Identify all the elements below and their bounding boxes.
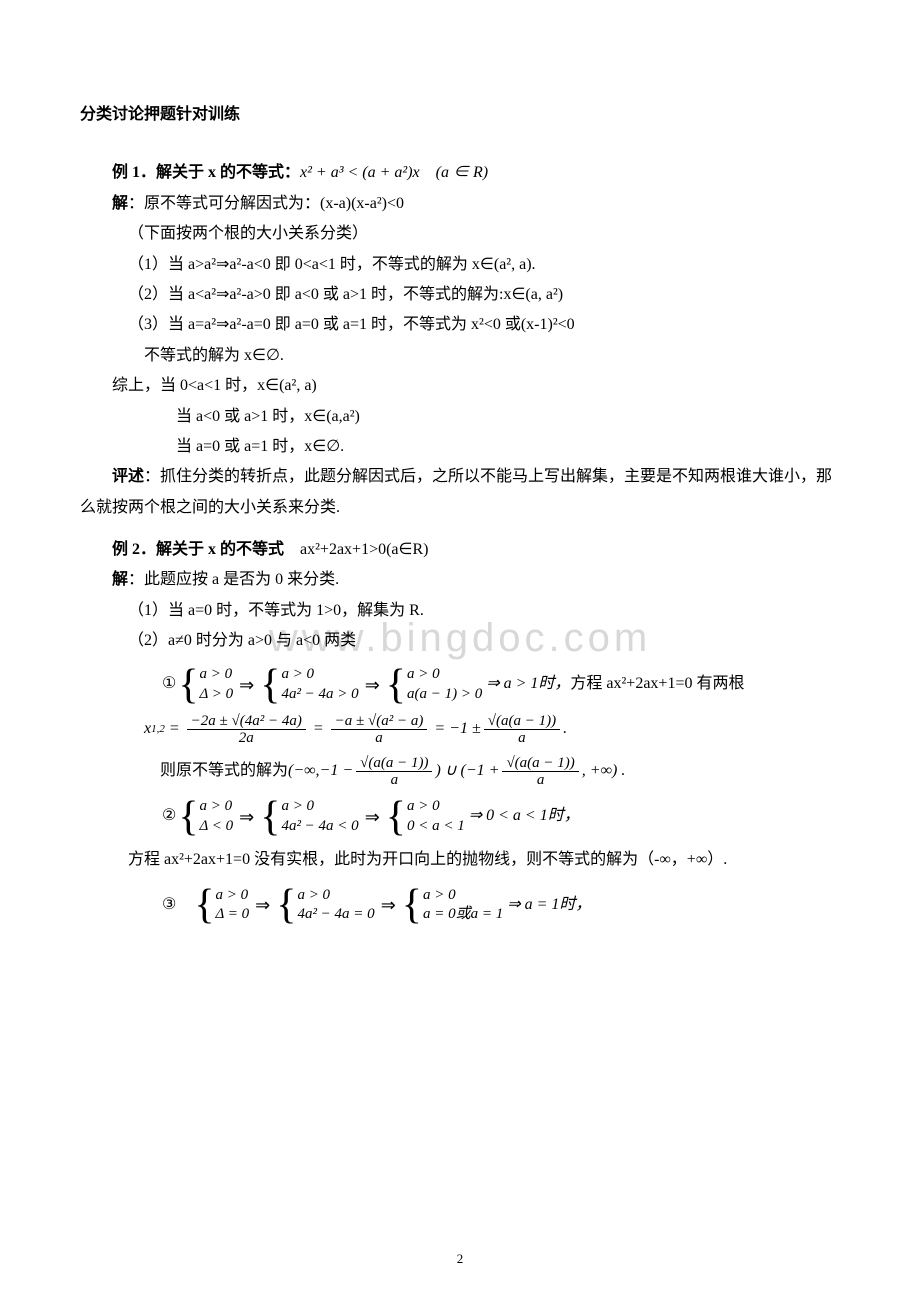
example-2-heading: 例 2．解关于 x 的不等式 ax²+2ax+1>0(a∈R) [80,535,840,565]
ex1-line7: 综上，当 0<a<1 时，x∈(a², a) [80,371,840,401]
example-1-label: 例 1．解关于 x 的不等式： [112,164,300,181]
then-text: 则原不等式的解为 [160,756,288,786]
document-body: 分类讨论押题针对训练 例 1．解关于 x 的不等式：x² + a³ < (a +… [80,100,840,925]
b2c2: 0 < a < 1 [407,817,465,837]
circled-2-icon: ② [162,801,176,831]
b2a1: a > 0 [200,797,234,817]
b1b1: a > 0 [281,665,358,685]
ex2-interval: 则原不等式的解为 (−∞,−1 − √(a(a − 1))a ) ∪ (−1 +… [80,755,840,789]
ex2-x12: x1,2 = −2a ± √(4a² − 4a)2a = −a ± √(a² −… [80,713,840,747]
comment-label: 评述 [112,468,144,485]
circled-1-icon: ① [162,669,176,699]
ex1-line9: 当 a=0 或 a=1 时，x∈∅. [80,432,840,462]
ex1-line2: （下面按两个根的大小关系分类） [80,219,840,249]
ex2-case2-text: 方程 ax²+2ax+1=0 没有实根，此时为开口向上的抛物线，则不等式的解为（… [80,845,840,875]
b2b2: 4a² − 4a < 0 [281,817,358,837]
b2b1: a > 0 [281,797,358,817]
b1c1: a > 0 [407,665,482,685]
intn1: √(a(a − 1)) [356,755,432,773]
intn2: √(a(a − 1)) [502,755,578,773]
ex2-case-2: ② {a > 0Δ < 0 ⇒ {a > 04a² − 4a < 0 ⇒ {a … [80,797,840,837]
ex1-solution-line: 解：原不等式可分解因式为：(x-a)(x-a²)<0 [80,189,840,219]
f3d: a [484,730,560,747]
ex1-comment: 评述：抓住分类的转折点，此题分解因式后，之所以不能马上写出解集，主要是不知两根谁… [80,462,840,523]
example-1-heading: 例 1．解关于 x 的不等式：x² + a³ < (a + a²)x (a ∈ … [80,158,840,188]
intd1: a [356,772,432,789]
intd2: a [502,772,578,789]
training-title: 分类讨论押题针对训练 [80,100,840,130]
b3b2: 4a² − 4a = 0 [297,905,374,925]
comment-text: ：抓住分类的转折点，此题分解因式后，之所以不能马上写出解集，主要是不知两根谁大谁… [80,468,832,515]
ex1-line8: 当 a<0 或 a>1 时，x∈(a,a²) [80,402,840,432]
b1b2: 4a² − 4a > 0 [281,685,358,705]
f1n: −2a ± √(4a² − 4a) [187,713,306,731]
ex2-line2: （2）a≠0 时分为 a>0 与 a<0 两类 [80,626,840,656]
ex2-sol-text: ：此题应按 a 是否为 0 来分类. [128,571,339,588]
b3a2: Δ = 0 [216,905,250,925]
ex2-case-3: ③ {a > 0Δ = 0 ⇒ {a > 04a² − 4a = 0 ⇒ {a … [80,885,840,925]
b3-res: ⇒ a = 1时， [507,890,591,920]
example-2-formula: ax²+2ax+1>0(a∈R) [300,541,428,558]
int-post: , +∞) . [582,756,626,786]
b2-res: ⇒ 0 < a < 1时， [469,801,580,831]
b1-res: ⇒ a > 1时， [486,669,570,699]
ex2-line1: （1）当 a=0 时，不等式为 1>0，解集为 R. [80,596,840,626]
b1a1: a > 0 [200,665,234,685]
b1-tail: 方程 ax²+2ax+1=0 有两根 [570,669,744,699]
b1c2: a(a − 1) > 0 [407,685,482,705]
f2d: a [331,730,428,747]
ex1-line5: （3）当 a=a²⇒a²-a=0 即 a=0 或 a=1 时，不等式为 x²<0… [80,310,840,340]
f2n: −a ± √(a² − a) [331,713,428,731]
solution-label-2: 解 [112,571,128,588]
ex1-line3: （1）当 a>a²⇒a²-a<0 即 0<a<1 时，不等式的解为 x∈(a²,… [80,250,840,280]
b1a2: Δ > 0 [200,685,234,705]
f3pre: = −1 ± [434,714,480,744]
b3c1: a > 0 [423,886,503,906]
page-number: 2 [457,1247,464,1272]
x12-sub: 1,2 [151,719,165,740]
x12-lhs: x [144,714,151,744]
b3b1: a > 0 [297,886,374,906]
int-pre: (−∞,−1 − [288,756,353,786]
example-1-formula: x² + a³ < (a + a²)x (a ∈ R) [300,164,488,181]
ex2-case-1: ① {a > 0Δ > 0 ⇒ {a > 04a² − 4a > 0 ⇒ {a … [80,665,840,705]
example-2-label: 例 2．解关于 x 的不等式 [112,541,300,558]
f3n: √(a(a − 1)) [484,713,560,731]
ex2-solution-line: 解：此题应按 a 是否为 0 来分类. [80,565,840,595]
ex1-sol-text: ：原不等式可分解因式为：(x-a)(x-a²)<0 [128,195,404,212]
int-mid: ) ∪ (−1 + [435,756,499,786]
b2c1: a > 0 [407,797,465,817]
b2a2: Δ < 0 [200,817,234,837]
solution-label: 解 [112,195,128,212]
ex1-line4: （2）当 a<a²⇒a²-a>0 即 a<0 或 a>1 时，不等式的解为:x∈… [80,280,840,310]
b3c2: a = 0或a = 1 [423,905,503,925]
ex1-line6: 不等式的解为 x∈∅. [80,341,840,371]
f1d: 2a [187,730,306,747]
b3a1: a > 0 [216,886,250,906]
circled-3-icon: ③ [162,890,176,920]
